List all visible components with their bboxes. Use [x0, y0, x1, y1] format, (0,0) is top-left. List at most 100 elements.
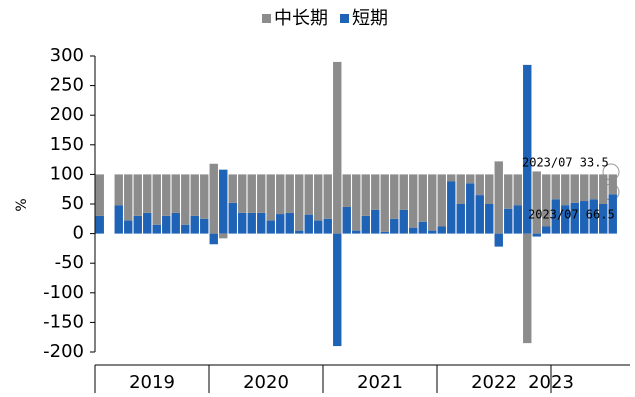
bar: [523, 64, 532, 234]
bar: [475, 174, 484, 196]
bar: [599, 174, 608, 204]
bar: [171, 212, 180, 234]
bar: [323, 218, 332, 234]
bar: [608, 174, 617, 195]
bar: [361, 174, 370, 216]
bar: [513, 205, 522, 234]
bar: [209, 233, 218, 245]
legend-swatch: [340, 14, 349, 23]
bar: [162, 174, 171, 216]
bar: [542, 226, 551, 234]
bar: [371, 174, 380, 210]
bar: [200, 174, 209, 219]
bar: [504, 208, 513, 234]
bar: [399, 174, 408, 210]
bar: [466, 174, 475, 184]
bar: [114, 205, 123, 234]
bar: [428, 174, 437, 231]
bar: [494, 233, 503, 247]
bar: [162, 215, 171, 234]
y-tick-label: 100: [50, 163, 84, 184]
bar: [561, 205, 570, 234]
bar: [551, 199, 560, 234]
bar: [418, 221, 427, 234]
bar: [380, 174, 389, 232]
bar: [485, 174, 494, 204]
bar: [247, 212, 256, 234]
y-tick-label: -200: [43, 341, 84, 362]
bar: [228, 174, 237, 203]
bar: [181, 224, 190, 234]
bar: [428, 230, 437, 234]
bar: [257, 212, 266, 234]
y-tick-label: -150: [43, 311, 84, 332]
y-tick-label: 150: [50, 134, 84, 155]
y-tick-label: 250: [50, 75, 84, 96]
y-tick-label: 50: [61, 193, 84, 214]
bar: [190, 215, 199, 234]
bar: [219, 169, 228, 234]
bar: [276, 214, 285, 234]
bar: [466, 183, 475, 234]
bar: [238, 174, 247, 213]
bar: [314, 174, 323, 221]
y-tick-label: -50: [55, 252, 84, 273]
bar: [333, 61, 342, 234]
bar: [133, 174, 142, 216]
bar: [285, 212, 294, 234]
annotation: 2023/07 33.5: [522, 156, 609, 170]
legend-label: 短期: [352, 8, 388, 29]
bar: [551, 174, 560, 200]
legend-swatch: [262, 14, 271, 23]
bar: [475, 195, 484, 234]
bar: [437, 226, 446, 234]
bar: [323, 174, 332, 219]
x-group-label: 2020: [243, 372, 289, 393]
bar: [95, 174, 104, 216]
y-axis-label: %: [14, 198, 30, 211]
bar: [409, 174, 418, 228]
bar: [143, 174, 152, 213]
bar: [200, 218, 209, 234]
bar: [409, 227, 418, 234]
x-group-label: 2021: [357, 372, 403, 393]
bar: [276, 174, 285, 215]
x-group-label: 2023: [528, 372, 574, 393]
bar: [143, 212, 152, 234]
bar: [399, 209, 408, 234]
legend-label: 中长期: [274, 8, 328, 29]
bar: [542, 174, 551, 227]
bar: [390, 218, 399, 234]
bar: [171, 174, 180, 213]
bar: [285, 174, 294, 213]
bar: [352, 230, 361, 234]
bar: [342, 174, 351, 207]
bar: [599, 204, 608, 234]
bar: [238, 212, 247, 234]
bar: [219, 233, 228, 239]
x-group-label: 2019: [129, 372, 175, 393]
bar: [266, 174, 275, 221]
bar: [190, 174, 199, 216]
bar: [361, 215, 370, 234]
bar: [247, 174, 256, 213]
bar: [257, 174, 266, 213]
bar: [380, 231, 389, 234]
bar: [418, 174, 427, 222]
bar: [504, 174, 513, 209]
bar: [295, 174, 304, 231]
y-tick-label: -100: [43, 282, 84, 303]
bar: [209, 163, 218, 234]
bar: [447, 181, 456, 234]
bar: [304, 214, 313, 234]
x-group-label: 2022: [471, 372, 517, 393]
bar: [295, 230, 304, 234]
y-tick-label: 200: [50, 104, 84, 125]
bar: [513, 174, 522, 206]
y-tick-label: 0: [73, 223, 84, 244]
bar: [523, 233, 532, 344]
bar: [570, 174, 579, 203]
annotation: 2023/07 66.5: [528, 208, 615, 222]
bar: [333, 233, 342, 347]
